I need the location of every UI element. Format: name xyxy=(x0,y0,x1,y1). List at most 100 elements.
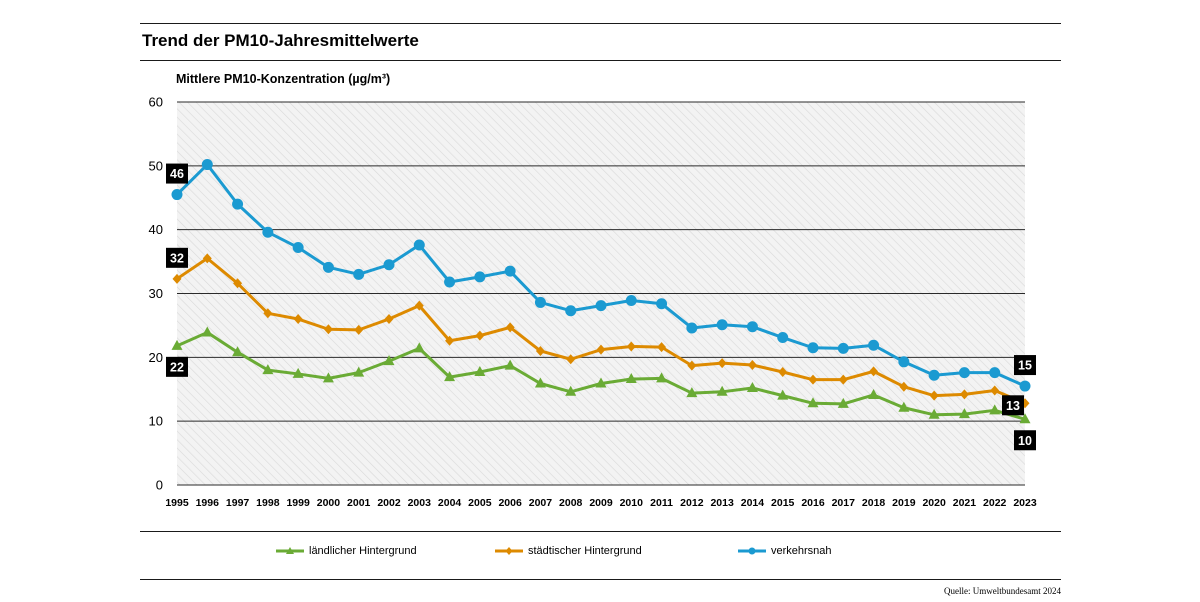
diamond-marker xyxy=(747,359,757,370)
y-tick-label: 30 xyxy=(149,286,163,301)
data-label-box xyxy=(166,163,188,184)
circle-marker xyxy=(383,259,395,271)
legend-top-rule xyxy=(140,531,1061,532)
diamond-marker xyxy=(899,381,909,392)
diamond-marker xyxy=(717,358,727,369)
x-tick-label: 2013 xyxy=(710,497,734,509)
legend-item-staedtischer-hintergrund: städtischer Hintergrund xyxy=(494,545,642,557)
diamond-marker xyxy=(566,354,576,365)
y-tick-label: 60 xyxy=(149,95,163,110)
diamond-marker xyxy=(202,253,212,264)
x-tick-label: 2005 xyxy=(468,497,492,509)
title-rule xyxy=(140,60,1061,61)
triangle-marker xyxy=(534,377,546,388)
diamond-marker xyxy=(293,314,303,325)
circle-marker xyxy=(504,265,516,277)
triangle-marker xyxy=(807,397,819,408)
circle-marker xyxy=(413,239,425,251)
legend-item-verkehrsnah: verkehrsnah xyxy=(737,545,832,557)
diamond-marker xyxy=(263,308,273,319)
diamond-marker xyxy=(838,374,848,385)
circle-marker xyxy=(746,321,758,333)
x-tick-label: 2009 xyxy=(589,497,613,509)
legend-marker xyxy=(286,547,294,554)
circle-marker xyxy=(171,189,183,201)
x-tick-label: 2001 xyxy=(347,497,371,509)
x-tick-label: 2020 xyxy=(922,497,946,509)
diamond-marker xyxy=(172,273,182,284)
triangle-marker xyxy=(232,346,244,357)
triangle-marker xyxy=(989,404,1001,415)
circle-marker xyxy=(686,322,698,334)
x-tick-label: 2014 xyxy=(741,497,765,509)
y-tick-label: 10 xyxy=(149,414,163,429)
circle-marker xyxy=(777,332,789,344)
circle-marker xyxy=(444,276,456,288)
legend-label: städtischer Hintergrund xyxy=(528,545,642,557)
circle-marker xyxy=(898,356,910,368)
legend-swatch xyxy=(738,547,766,555)
triangle-marker xyxy=(201,326,213,337)
bottom-rule xyxy=(140,579,1061,580)
triangle-marker xyxy=(444,371,456,382)
triangle-marker xyxy=(868,388,880,399)
series-verkehrsnah xyxy=(171,159,1031,392)
series-staedtischer-hintergrund xyxy=(172,253,1030,409)
y-tick-label: 0 xyxy=(156,478,163,493)
triangle-marker xyxy=(837,397,849,408)
x-tick-label: 2003 xyxy=(408,497,432,509)
x-tick-label: 1996 xyxy=(196,497,220,509)
diamond-marker xyxy=(929,390,939,401)
x-tick-label: 2017 xyxy=(832,497,856,509)
x-tick-label: 2018 xyxy=(862,497,886,509)
circle-marker xyxy=(989,367,1001,379)
circle-marker xyxy=(322,261,334,273)
triangle-marker xyxy=(322,372,334,383)
triangle-marker xyxy=(474,366,486,377)
triangle-marker xyxy=(565,385,577,396)
triangle-marker xyxy=(262,364,274,375)
diamond-marker xyxy=(535,345,545,356)
diamond-marker xyxy=(505,322,515,333)
diamond-marker xyxy=(475,330,485,341)
data-label-box xyxy=(1014,430,1036,451)
top-rule xyxy=(140,23,1061,24)
triangle-marker xyxy=(1019,413,1031,424)
diamond-marker xyxy=(384,314,394,325)
legend-label: ländlicher Hintergrund xyxy=(309,545,417,557)
series-laendlicher-hintergrund xyxy=(171,326,1031,424)
x-tick-label: 2002 xyxy=(377,497,401,509)
data-label: 22 xyxy=(170,360,184,374)
x-tick-label: 2016 xyxy=(801,497,825,509)
circle-marker xyxy=(595,300,607,312)
triangle-marker xyxy=(777,389,789,400)
source-note: Quelle: Umweltbundesamt 2024 xyxy=(944,586,1061,596)
x-tick-label: 2022 xyxy=(983,497,1007,509)
circle-marker xyxy=(868,339,880,351)
x-tick-label: 2000 xyxy=(317,497,341,509)
diamond-marker xyxy=(687,360,697,371)
series-group xyxy=(171,159,1031,424)
line-chart: 0 10 20 30 40 50 60 1995 1996 1997 1998 1999 2000 20… xyxy=(149,95,1037,510)
circle-marker xyxy=(474,271,486,283)
circle-marker xyxy=(1019,380,1031,392)
x-tick-label: 2006 xyxy=(498,497,522,509)
diamond-marker xyxy=(354,324,364,335)
diamond-marker xyxy=(323,324,333,335)
x-tick-label: 2011 xyxy=(650,497,673,509)
x-tick-label: 2010 xyxy=(620,497,644,509)
triangle-marker xyxy=(625,373,637,384)
triangle-marker xyxy=(292,367,304,378)
triangle-marker xyxy=(595,377,607,388)
triangle-marker xyxy=(413,342,425,353)
x-tick-label: 2021 xyxy=(953,497,977,509)
circle-marker xyxy=(837,342,849,354)
x-tick-label: 2015 xyxy=(771,497,795,509)
x-tick-label: 2012 xyxy=(680,497,704,509)
chart-title: Trend der PM10-Jahresmittelwerte xyxy=(142,31,419,50)
legend-marker xyxy=(748,547,756,555)
y-tick-label: 40 xyxy=(149,222,163,237)
legend-marker xyxy=(505,547,513,555)
diamond-marker xyxy=(959,389,969,400)
triangle-marker xyxy=(383,355,395,366)
